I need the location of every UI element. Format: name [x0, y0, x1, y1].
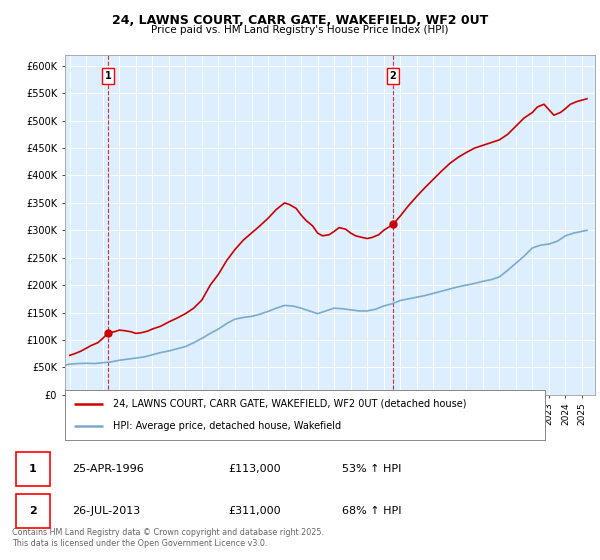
Text: 25-APR-1996: 25-APR-1996: [72, 464, 144, 474]
Text: 1: 1: [29, 464, 37, 474]
FancyBboxPatch shape: [16, 452, 50, 487]
Text: 2: 2: [29, 506, 37, 516]
Text: HPI: Average price, detached house, Wakefield: HPI: Average price, detached house, Wake…: [113, 421, 341, 431]
Text: 24, LAWNS COURT, CARR GATE, WAKEFIELD, WF2 0UT: 24, LAWNS COURT, CARR GATE, WAKEFIELD, W…: [112, 14, 488, 27]
Text: £311,000: £311,000: [228, 506, 281, 516]
Text: Price paid vs. HM Land Registry's House Price Index (HPI): Price paid vs. HM Land Registry's House …: [151, 25, 449, 35]
Text: 2: 2: [390, 71, 397, 81]
Text: £113,000: £113,000: [228, 464, 281, 474]
FancyBboxPatch shape: [16, 493, 50, 528]
Text: Contains HM Land Registry data © Crown copyright and database right 2025.
This d: Contains HM Land Registry data © Crown c…: [12, 528, 324, 548]
Text: 24, LAWNS COURT, CARR GATE, WAKEFIELD, WF2 0UT (detached house): 24, LAWNS COURT, CARR GATE, WAKEFIELD, W…: [113, 399, 466, 409]
Text: 26-JUL-2013: 26-JUL-2013: [72, 506, 140, 516]
Text: 1: 1: [105, 71, 112, 81]
Text: 68% ↑ HPI: 68% ↑ HPI: [342, 506, 401, 516]
Text: 53% ↑ HPI: 53% ↑ HPI: [342, 464, 401, 474]
